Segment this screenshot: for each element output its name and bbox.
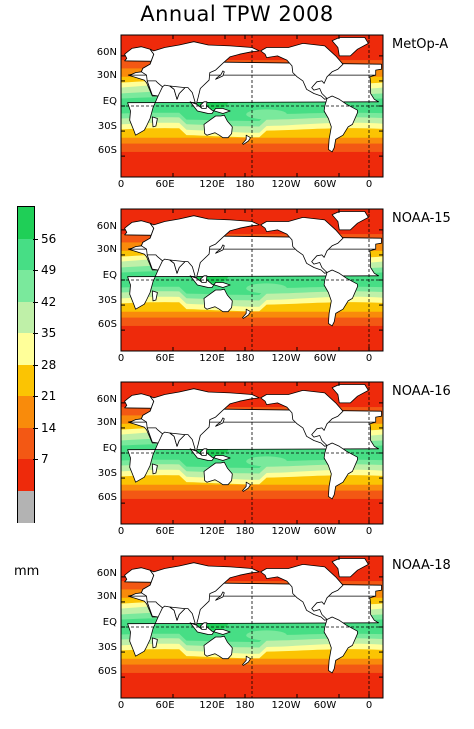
- tpw-map: [120, 208, 384, 352]
- map-panel-3: NOAA-16 60N 30N EQ 30S 60S 0 60E 120E 180 120W 60W 0: [97, 381, 451, 537]
- lat-tick-label: 60S: [97, 319, 117, 330]
- colorbar-segment: [18, 207, 34, 239]
- lon-tick-label: 180: [235, 179, 255, 190]
- lon-tick-label: 120E: [199, 526, 225, 537]
- colorbar-tick-label: 28: [41, 357, 57, 372]
- lon-tick-label: 120E: [199, 353, 225, 364]
- colorbar-tick: [33, 459, 38, 460]
- colorbar-tick: [33, 333, 38, 334]
- satellite-label: MetOp-A: [392, 37, 449, 52]
- lon-tick-label: 0: [365, 179, 373, 190]
- lon-tick-label: 0: [117, 700, 125, 711]
- map-panel-2: NOAA-15 60N 30N EQ 30S 60S 0 60E 120E 180 120W 60W 0: [97, 208, 451, 364]
- lat-tick-label: 30S: [97, 468, 117, 479]
- lat-tick-label: 30N: [96, 417, 117, 428]
- lat-tick-label: 30S: [97, 642, 117, 653]
- colorbar-segment: [18, 238, 34, 271]
- lat-tick-label: EQ: [102, 443, 117, 454]
- lon-tick-label: 60E: [155, 353, 175, 364]
- lat-tick-label: 60N: [96, 568, 117, 579]
- colorbar-segment: [18, 301, 34, 334]
- colorbar-tick-label: 14: [41, 420, 57, 435]
- colorbar-tick: [33, 427, 38, 429]
- colorbar-tick-label: 21: [41, 389, 57, 403]
- tpw-map: [120, 555, 384, 699]
- map-panel-1: MetOp-A 60N 30N EQ 30S 60S 0 60E 120E 180 120W 60W 0: [97, 34, 448, 190]
- colorbar-segment: [18, 364, 34, 397]
- colorbar-tick: [33, 396, 38, 397]
- tpw-field: [121, 382, 383, 524]
- colorbar-tick: [33, 238, 38, 240]
- colorbar-segment: [18, 490, 34, 523]
- lon-tick-label: 0: [365, 700, 373, 711]
- lon-tick-label: 120E: [199, 179, 225, 190]
- colorbar-tick-label: 42: [41, 294, 57, 309]
- lon-tick-label: 120E: [199, 700, 225, 711]
- lat-tick-label: 30S: [97, 121, 117, 132]
- lon-tick-label: 0: [117, 526, 125, 537]
- lon-tick-label: 60W: [313, 526, 337, 537]
- lon-tick-label: 0: [365, 526, 373, 537]
- lon-tick-label: 180: [235, 526, 255, 537]
- lat-tick-label: 30N: [96, 70, 117, 81]
- lon-tick-label: 120W: [271, 353, 301, 364]
- figure-title: Annual TPW 2008: [140, 2, 334, 26]
- colorbar-tick-label: 7: [41, 452, 49, 466]
- lon-tick-label: 60W: [313, 700, 337, 711]
- lat-tick-label: 30S: [97, 295, 117, 306]
- satellite-label: NOAA-15: [392, 211, 451, 226]
- unit-label: mm: [14, 564, 40, 579]
- lon-tick-label: 0: [117, 353, 125, 364]
- colorbar-tick: [33, 301, 38, 303]
- colorbar-tick-label: 35: [41, 326, 57, 340]
- satellite-label: NOAA-18: [392, 558, 451, 573]
- lat-tick-label: 30N: [96, 244, 117, 255]
- lon-tick-label: 0: [117, 179, 125, 190]
- colorbar-segment: [18, 427, 34, 460]
- lon-tick-label: 0: [365, 353, 373, 364]
- lon-tick-label: 180: [235, 353, 255, 364]
- lat-tick-label: EQ: [102, 617, 117, 628]
- colorbar-segment: [18, 396, 34, 428]
- colorbar-tick-label: 49: [41, 263, 57, 277]
- lon-tick-label: 60W: [313, 353, 337, 364]
- colorbar-segment: [18, 459, 34, 491]
- lon-tick-label: 60W: [313, 179, 337, 190]
- colorbar-segment: [18, 333, 34, 365]
- lat-tick-label: 30N: [96, 591, 117, 602]
- lat-tick-label: 60S: [97, 492, 117, 503]
- lat-tick-label: EQ: [102, 96, 117, 107]
- lat-tick-label: 60N: [96, 47, 117, 58]
- lat-tick-label: 60N: [96, 221, 117, 232]
- lon-tick-label: 120W: [271, 700, 301, 711]
- colorbar-tick: [33, 270, 38, 271]
- map-panel-4: NOAA-18 60N 30N EQ 30S 60S 0 60E 120E 180 120W 60W 0: [97, 555, 451, 711]
- satellite-label: NOAA-16: [392, 384, 451, 399]
- lon-tick-label: 180: [235, 700, 255, 711]
- lat-tick-label: 60S: [97, 145, 117, 156]
- colorbar-segment: [18, 270, 34, 302]
- tpw-map: [120, 34, 384, 178]
- lon-tick-label: 120W: [271, 179, 301, 190]
- colorbar: [17, 206, 35, 523]
- tpw-map: [120, 381, 384, 525]
- lon-tick-label: 60E: [155, 700, 175, 711]
- lon-tick-label: 120W: [271, 526, 301, 537]
- colorbar-tick-label: 56: [41, 231, 57, 246]
- lat-tick-label: 60S: [97, 666, 117, 677]
- colorbar-tick: [33, 364, 38, 366]
- lon-tick-label: 60E: [155, 526, 175, 537]
- lat-tick-label: EQ: [102, 270, 117, 281]
- tpw-field: [121, 209, 383, 351]
- lon-tick-label: 60E: [155, 179, 175, 190]
- lat-tick-label: 60N: [96, 394, 117, 405]
